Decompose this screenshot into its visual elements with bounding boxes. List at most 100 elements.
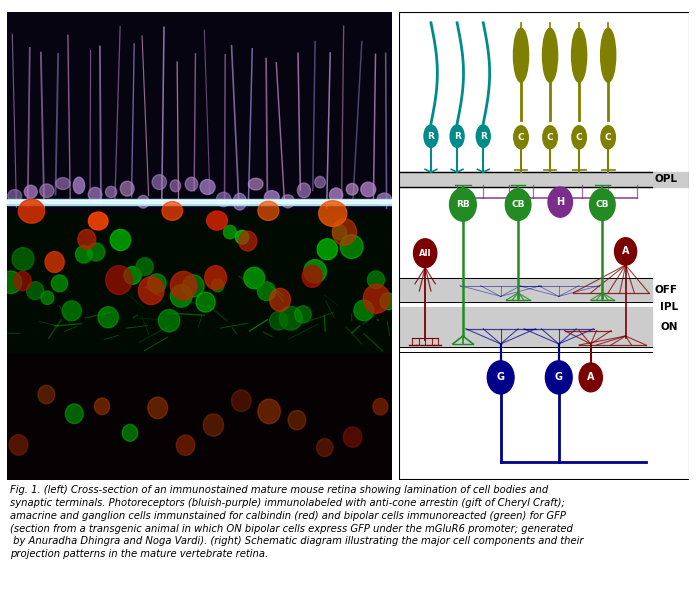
Ellipse shape (248, 178, 263, 190)
Ellipse shape (281, 195, 295, 208)
Text: R: R (454, 131, 461, 140)
Circle shape (414, 239, 437, 268)
Ellipse shape (232, 390, 251, 412)
Ellipse shape (346, 184, 358, 195)
Ellipse shape (136, 258, 153, 275)
Text: CB: CB (512, 200, 525, 209)
Text: OPL: OPL (655, 175, 678, 184)
Ellipse shape (258, 282, 276, 301)
Ellipse shape (124, 266, 141, 284)
Ellipse shape (288, 410, 306, 430)
Ellipse shape (122, 424, 138, 441)
Ellipse shape (120, 181, 134, 196)
Ellipse shape (354, 300, 374, 321)
Ellipse shape (88, 212, 108, 230)
Ellipse shape (200, 179, 215, 194)
Bar (7, 353, 392, 480)
Ellipse shape (258, 399, 280, 424)
Ellipse shape (45, 251, 64, 272)
Ellipse shape (315, 176, 326, 188)
Bar (399, 172, 690, 187)
Text: ON: ON (660, 322, 678, 332)
Ellipse shape (88, 243, 105, 261)
Text: A: A (622, 247, 629, 256)
Ellipse shape (78, 230, 96, 249)
Ellipse shape (295, 306, 312, 323)
Ellipse shape (450, 125, 464, 148)
Ellipse shape (170, 271, 197, 300)
Ellipse shape (65, 404, 83, 424)
Text: RB: RB (456, 200, 470, 209)
Ellipse shape (88, 187, 102, 202)
Ellipse shape (183, 275, 204, 297)
Ellipse shape (27, 282, 44, 299)
Text: H: H (556, 197, 564, 207)
Bar (7, 199, 392, 205)
Text: R: R (480, 131, 486, 140)
Circle shape (579, 363, 602, 392)
Ellipse shape (265, 191, 279, 203)
Text: R: R (428, 131, 435, 140)
Ellipse shape (373, 398, 388, 415)
Ellipse shape (148, 274, 166, 293)
Text: C: C (547, 133, 554, 142)
Ellipse shape (152, 175, 167, 190)
Ellipse shape (318, 201, 346, 226)
Text: C: C (576, 133, 582, 142)
Ellipse shape (216, 192, 231, 207)
Ellipse shape (170, 180, 181, 192)
Bar (399, 278, 652, 302)
Circle shape (548, 187, 573, 217)
Ellipse shape (601, 28, 616, 82)
Ellipse shape (40, 184, 54, 197)
Ellipse shape (8, 190, 22, 202)
Ellipse shape (9, 434, 28, 455)
Ellipse shape (514, 28, 528, 82)
Ellipse shape (244, 268, 265, 289)
Ellipse shape (139, 277, 164, 305)
Text: IPL: IPL (660, 302, 678, 312)
Ellipse shape (13, 271, 32, 290)
Ellipse shape (424, 125, 438, 148)
Ellipse shape (76, 245, 92, 263)
Ellipse shape (106, 266, 132, 295)
Ellipse shape (38, 385, 55, 404)
Ellipse shape (162, 202, 183, 220)
Ellipse shape (158, 310, 180, 332)
Circle shape (505, 189, 531, 220)
Ellipse shape (203, 414, 223, 436)
Ellipse shape (211, 279, 224, 292)
Ellipse shape (316, 439, 333, 457)
Text: AII: AII (419, 249, 431, 258)
Ellipse shape (235, 230, 248, 244)
Circle shape (545, 361, 572, 394)
Ellipse shape (270, 289, 290, 311)
Text: OFF: OFF (655, 285, 678, 295)
Ellipse shape (514, 126, 528, 149)
Ellipse shape (270, 311, 288, 330)
Text: Fig. 1. (left) Cross-section of an immunostained mature mouse retina showing lam: Fig. 1. (left) Cross-section of an immun… (10, 485, 584, 559)
Ellipse shape (380, 293, 396, 310)
Ellipse shape (368, 271, 384, 289)
Ellipse shape (360, 182, 376, 197)
Ellipse shape (41, 291, 54, 304)
Ellipse shape (25, 185, 37, 198)
Circle shape (615, 238, 636, 265)
Ellipse shape (176, 435, 195, 455)
Ellipse shape (298, 183, 311, 198)
Text: A: A (587, 373, 594, 382)
Ellipse shape (204, 266, 227, 290)
Ellipse shape (18, 199, 45, 223)
Ellipse shape (74, 177, 85, 194)
Ellipse shape (51, 275, 68, 292)
Bar (7, 200, 392, 203)
Text: CB: CB (596, 200, 609, 209)
Ellipse shape (476, 125, 490, 148)
Ellipse shape (106, 187, 117, 197)
Ellipse shape (170, 284, 192, 307)
Ellipse shape (340, 235, 363, 259)
Ellipse shape (317, 239, 337, 260)
Ellipse shape (196, 292, 215, 312)
Ellipse shape (186, 177, 197, 191)
Text: G: G (497, 373, 505, 382)
